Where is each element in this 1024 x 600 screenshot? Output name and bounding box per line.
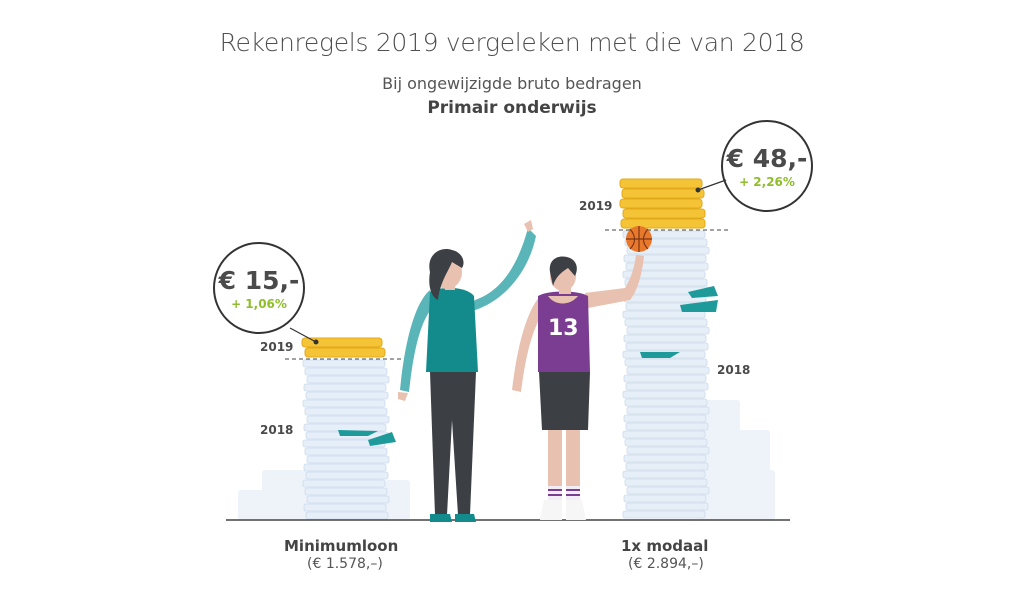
left-difference-bubble: € 15,- + 1,06% [213, 242, 305, 334]
stack-coin [624, 478, 708, 487]
sector-label: Primair onderwijs [427, 98, 597, 118]
stack-coin [622, 390, 706, 399]
background-stacks-right [700, 400, 775, 520]
left-group-income: (€ 1.578,–) [307, 556, 383, 572]
stack-coin [624, 318, 708, 327]
player-number: 13 [548, 316, 579, 341]
stack-coin [626, 486, 710, 495]
left-difference-amount: € 15,- [218, 266, 300, 295]
left-group-label: Minimumloon [284, 537, 399, 555]
stack-coin [624, 398, 708, 407]
stack-coin [625, 342, 709, 351]
stack-coin [623, 414, 707, 423]
stack-coin [303, 423, 387, 432]
left-difference-percent: + 1,06% [231, 297, 287, 311]
stack-coin [305, 471, 389, 480]
stack-coin [306, 415, 390, 424]
stack-coin [623, 374, 707, 383]
background-stacks-left [238, 470, 410, 520]
stack-coin [625, 502, 709, 511]
stack-coin [304, 487, 388, 496]
stack-coin [304, 447, 388, 456]
stack-coin [626, 446, 710, 455]
stack-coin [622, 510, 706, 519]
player-figure [512, 255, 644, 520]
stack-coin [302, 359, 386, 368]
stack-coin [625, 422, 709, 431]
left-gold-coins-2019 [301, 337, 386, 358]
left-year-2019: 2019 [260, 340, 294, 354]
stack-coin [626, 326, 710, 335]
stack-coin [302, 479, 386, 488]
stack-coin [303, 503, 387, 512]
stack-coin [624, 358, 708, 367]
right-year-2019: 2019 [579, 199, 613, 213]
stack-coin [626, 406, 710, 415]
page-subtitle: Bij ongewijzigde bruto bedragen [382, 74, 642, 93]
stack-coin [622, 270, 706, 279]
stack-coin [302, 399, 386, 408]
stack-coin [624, 438, 708, 447]
stack-coin [623, 454, 707, 463]
stack-coin [305, 391, 389, 400]
stack-coin [623, 334, 707, 343]
teal-notes [338, 286, 718, 446]
stack-coin [622, 430, 706, 439]
right-group-label: 1x modaal [621, 537, 709, 555]
right-difference-percent: + 2,26% [739, 175, 795, 189]
left-coin-stack-2018 [302, 359, 390, 520]
stack-coin [625, 382, 709, 391]
page-title: Rekenregels 2019 vergeleken met die van … [219, 28, 805, 57]
stack-coin [306, 495, 390, 504]
right-gold-coins-2019 [619, 178, 706, 229]
stack-coin [625, 462, 709, 471]
stack-coin [306, 455, 390, 464]
stack-coin [623, 254, 707, 263]
left-year-2018: 2018 [260, 423, 294, 437]
right-year-2018: 2018 [717, 363, 751, 377]
stack-coin [306, 375, 390, 384]
right-difference-amount: € 48,- [726, 144, 808, 173]
stack-coin [303, 383, 387, 392]
right-difference-bubble: € 48,- + 2,26% [721, 120, 813, 212]
stack-coin [624, 278, 708, 287]
basketball [626, 226, 652, 252]
stack-coin [304, 407, 388, 416]
stack-coin [626, 366, 710, 375]
stack-coin [305, 511, 389, 520]
stack-coin [622, 470, 706, 479]
stack-coin [303, 463, 387, 472]
stack-coin [622, 310, 706, 319]
woman-figure [398, 220, 536, 522]
stack-coin [625, 262, 709, 271]
right-group-income: (€ 2.894,–) [628, 556, 704, 572]
stack-coin [623, 494, 707, 503]
stack-coin [304, 367, 388, 376]
